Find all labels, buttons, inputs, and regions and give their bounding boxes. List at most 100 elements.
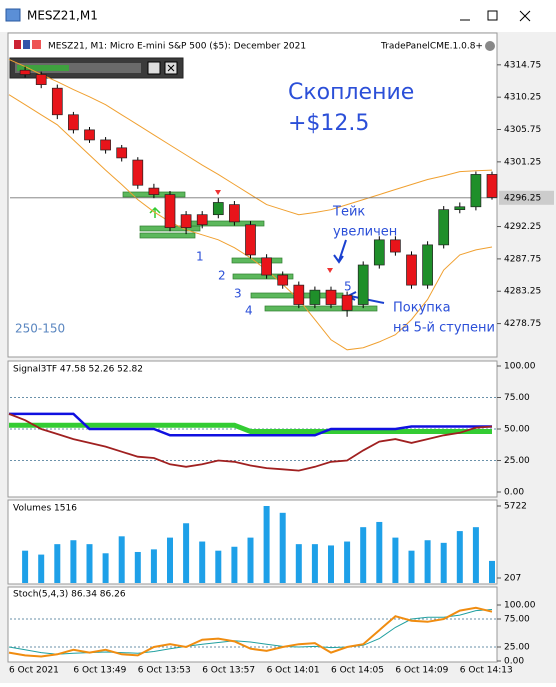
grid-level xyxy=(139,232,196,239)
volume-bar xyxy=(167,537,173,583)
candle-body xyxy=(212,202,224,216)
volume-bar xyxy=(408,550,415,583)
candle-body xyxy=(373,239,385,266)
y-tick-label: 75.00 xyxy=(504,615,530,625)
indicator-line xyxy=(9,422,492,434)
trade-panel-maximize[interactable] xyxy=(147,61,161,75)
annotation: 4 xyxy=(245,304,253,318)
x-tick-label: 6 Oct 13:53 xyxy=(138,666,191,676)
annotation: +$12.5 xyxy=(288,111,369,136)
maximize-button[interactable] xyxy=(487,10,498,21)
app-icon xyxy=(5,8,21,22)
annotation: 5 xyxy=(344,280,352,294)
volume-bar xyxy=(118,536,125,583)
y-tick-label: 4314.75 xyxy=(504,60,541,70)
trade-panel-field[interactable] xyxy=(15,63,141,73)
panel-title: MESZ21, M1: Micro E-mini S&P 500 ($5): D… xyxy=(48,42,306,52)
annotation: 1 xyxy=(196,250,204,264)
y-tick-label: 4310.25 xyxy=(504,93,541,103)
volume-bar xyxy=(392,537,399,583)
volume-bar xyxy=(102,553,109,583)
candle-body xyxy=(35,74,47,85)
settings-icon[interactable] xyxy=(485,41,495,51)
indicator-line xyxy=(8,606,493,658)
y-tick-label: 4287.75 xyxy=(504,254,541,264)
candle-body xyxy=(470,174,482,208)
candle-body xyxy=(325,289,337,305)
candle-body xyxy=(148,187,160,195)
x-tick-label: 6 Oct 14:05 xyxy=(331,666,384,676)
candle-body xyxy=(229,204,240,223)
header-icon xyxy=(23,40,30,49)
y-tick-label: 4301.25 xyxy=(504,157,541,167)
y-tick-label: 25.00 xyxy=(504,456,530,466)
x-tick-label: 6 Oct 13:49 xyxy=(73,666,126,676)
title-bar xyxy=(0,0,556,32)
volume-bar xyxy=(440,542,447,583)
trade-panel-close-glyph xyxy=(167,64,175,72)
close-button[interactable] xyxy=(519,10,531,22)
current-price-label: 4296.25 xyxy=(504,193,541,203)
candle-body xyxy=(180,214,192,228)
indicator-line xyxy=(8,413,493,472)
candle-body xyxy=(390,239,401,253)
y-tick-label: 100.00 xyxy=(504,362,536,372)
annotation: на 5-й ступени xyxy=(393,321,495,336)
y-tick-label: 4278.75 xyxy=(504,319,541,329)
volume-bar xyxy=(22,550,29,583)
volume-bar xyxy=(183,523,190,583)
volume-bar xyxy=(70,540,77,583)
x-tick-label: 6 Oct 2021 xyxy=(9,666,59,676)
annotation: Скопление xyxy=(288,80,414,105)
volume-bar xyxy=(38,554,45,583)
x-tick-label: 6 Oct 14:01 xyxy=(267,666,320,676)
volume-bar xyxy=(150,549,157,583)
take-marker xyxy=(215,190,221,195)
x-tick-label: 6 Oct 14:13 xyxy=(460,666,513,676)
volume-bar xyxy=(134,551,141,583)
candle-body xyxy=(51,87,63,116)
candle-body xyxy=(341,294,353,311)
candle-body xyxy=(406,254,417,286)
volume-bar xyxy=(489,560,495,583)
volume-bar xyxy=(472,527,479,583)
candle-body xyxy=(19,69,31,75)
volume-bar xyxy=(263,506,270,583)
candle-body xyxy=(196,214,208,226)
candle-body xyxy=(245,224,256,256)
candle-body xyxy=(116,147,128,159)
indicator-line xyxy=(8,58,493,216)
volume-bar xyxy=(279,512,286,583)
candle-body xyxy=(261,257,272,276)
candle-body xyxy=(68,114,79,131)
annotation: 2 xyxy=(218,269,226,283)
annotation: Тейк xyxy=(332,205,365,220)
trade-panel-progress xyxy=(17,65,69,71)
current-price-box xyxy=(499,190,554,205)
candle-body xyxy=(84,129,95,141)
y-tick-label: 207 xyxy=(504,574,521,584)
annotation: Покупка xyxy=(393,301,451,316)
candle-body xyxy=(309,289,321,305)
annotation: 3 xyxy=(234,287,242,301)
main-panel xyxy=(7,32,498,358)
volume-bar xyxy=(231,546,238,583)
take-marker xyxy=(327,268,333,273)
candle-body xyxy=(100,139,111,151)
candle-body xyxy=(132,159,144,186)
candle-body xyxy=(164,194,176,228)
volume-bar xyxy=(311,544,318,583)
y-tick-label: 75.00 xyxy=(504,393,530,403)
grid-level xyxy=(264,305,378,312)
annotation: увеличен xyxy=(333,225,397,240)
volume-bar xyxy=(424,540,431,583)
header-icon xyxy=(32,40,41,49)
y-tick-label: 0.00 xyxy=(504,488,524,498)
candle-body xyxy=(357,264,369,305)
volume-bar xyxy=(215,550,222,583)
panel-title: Signal3TF 47.58 52.26 52.82 xyxy=(13,365,143,375)
annotation: 250-150 xyxy=(15,322,65,336)
annotation-arrow xyxy=(333,239,347,264)
